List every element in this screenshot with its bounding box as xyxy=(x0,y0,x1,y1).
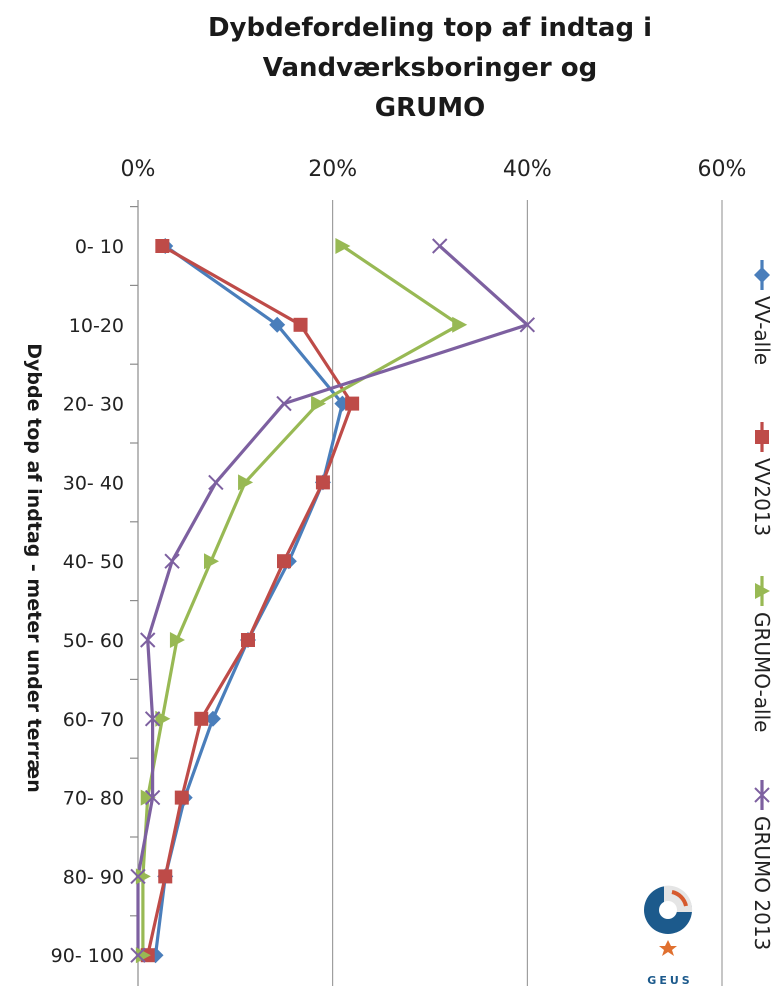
point-vv2013 xyxy=(345,396,360,411)
legend-swatch-marker xyxy=(755,430,769,444)
y-tick-label: 30- 40 xyxy=(63,472,124,494)
legend-label: VV-alle xyxy=(750,296,774,365)
logo-center xyxy=(659,901,677,919)
legend: VV-alle VV2013 GRUMO-alle GRUMO 2013 xyxy=(750,260,774,950)
point-grumo-2013 xyxy=(432,238,448,254)
point-grumo-alle xyxy=(169,632,185,648)
chart-title-line: Vandværksboringer og xyxy=(263,53,597,83)
point-grumo-alle xyxy=(155,710,171,727)
marker-x-stroke xyxy=(754,787,770,803)
y-axis-label: Dybde top af indtag - meter under terræn xyxy=(23,343,45,792)
gridlines xyxy=(332,200,723,986)
point-grumo-alle xyxy=(335,238,351,254)
y-tick-label: 70- 80 xyxy=(63,788,124,810)
y-tick-label: 20- 30 xyxy=(63,394,124,416)
chart-title-line: Dybdefordeling top af indtag i xyxy=(208,13,652,43)
legend-swatch-marker xyxy=(754,267,770,283)
chart-title: Dybdefordeling top af indtag i Vandværksb… xyxy=(208,13,652,123)
x-axis-ticks: 0% 20% 40% 60% xyxy=(121,157,747,182)
x-tick-label: 20% xyxy=(308,157,357,182)
y-tick-label: 50- 60 xyxy=(63,630,124,652)
point-grumo-alle xyxy=(238,474,254,491)
legend-item-grumo-alle: GRUMO-alle xyxy=(750,576,774,732)
point-vv2013 xyxy=(174,790,189,805)
legend-item-grumo-2013: GRUMO 2013 xyxy=(750,780,774,950)
geus-logo: GEUS xyxy=(644,885,693,986)
point-grumo-alle xyxy=(135,868,151,885)
x-tick-label: 40% xyxy=(503,157,552,182)
point-grumo-2013 xyxy=(144,789,161,806)
series-line-grumo-2013 xyxy=(136,244,529,956)
marker-x-stroke xyxy=(144,711,161,727)
y-tick-label: 10-20 xyxy=(69,315,124,337)
chart-title-line: GRUMO xyxy=(375,93,485,123)
marker-x-stroke xyxy=(208,474,224,491)
y-tick-label: 80- 90 xyxy=(63,866,124,888)
marker-x-stroke xyxy=(130,868,146,885)
marker-x-stroke xyxy=(432,238,448,254)
point-grumo-2013 xyxy=(164,553,180,569)
point-grumo-alle xyxy=(204,553,219,570)
point-vv2013 xyxy=(293,317,308,332)
point-grumo-2013 xyxy=(208,474,224,491)
point-vv2013 xyxy=(155,239,170,253)
series-line-vv2013 xyxy=(146,244,354,956)
point-vv2013 xyxy=(240,633,255,647)
legend-item-vv2013: VV2013 xyxy=(750,422,774,536)
y-tick-label: 60- 70 xyxy=(63,709,124,731)
point-vv2013 xyxy=(315,475,330,490)
point-grumo-alle xyxy=(135,947,151,964)
y-axis: 0- 10 10-20 20- 30 30- 40 40- 50 50- 60 60- 70… xyxy=(51,200,139,986)
point-grumo-alle xyxy=(140,789,156,806)
series-markers xyxy=(130,238,536,964)
point-grumo-2013 xyxy=(519,317,536,333)
series-line-vv-alle xyxy=(153,244,344,956)
x-tick-label: 60% xyxy=(698,157,747,182)
marker-x-stroke xyxy=(140,632,156,648)
logo-text: GEUS xyxy=(647,974,692,986)
point-vv2013 xyxy=(277,554,291,569)
series-lines xyxy=(136,244,529,956)
legend-label: GRUMO 2013 xyxy=(750,816,774,950)
logo-arc xyxy=(671,890,688,907)
legend-item-vv-alle: VV-alle xyxy=(750,260,774,365)
point-vv2013 xyxy=(194,711,209,726)
y-tick-label: 40- 50 xyxy=(63,551,124,573)
marker-x-stroke xyxy=(144,789,161,806)
marker-x-stroke xyxy=(164,553,180,569)
point-grumo-alle xyxy=(452,316,468,333)
logo-star xyxy=(659,940,677,956)
legend-label: GRUMO-alle xyxy=(750,612,774,732)
marker-x-stroke xyxy=(519,317,536,333)
point-vv-alle xyxy=(204,710,221,727)
point-grumo-2013 xyxy=(130,947,146,963)
point-grumo-2013 xyxy=(144,711,161,727)
point-grumo-2013 xyxy=(276,395,292,412)
point-grumo-2013 xyxy=(140,632,156,648)
marker-x-stroke xyxy=(130,947,146,963)
point-grumo-alle xyxy=(311,395,327,412)
legend-swatch-marker xyxy=(754,787,770,803)
point-vv2013 xyxy=(158,869,173,884)
point-vv-alle xyxy=(269,316,286,333)
point-grumo-2013 xyxy=(130,868,146,885)
y-tick-label: 0- 10 xyxy=(75,236,124,258)
x-tick-label: 0% xyxy=(121,157,156,182)
legend-swatch-marker xyxy=(755,583,770,599)
marker-x-stroke xyxy=(276,395,292,412)
y-tick-label: 90- 100 xyxy=(51,945,124,967)
legend-label: VV2013 xyxy=(750,458,774,536)
